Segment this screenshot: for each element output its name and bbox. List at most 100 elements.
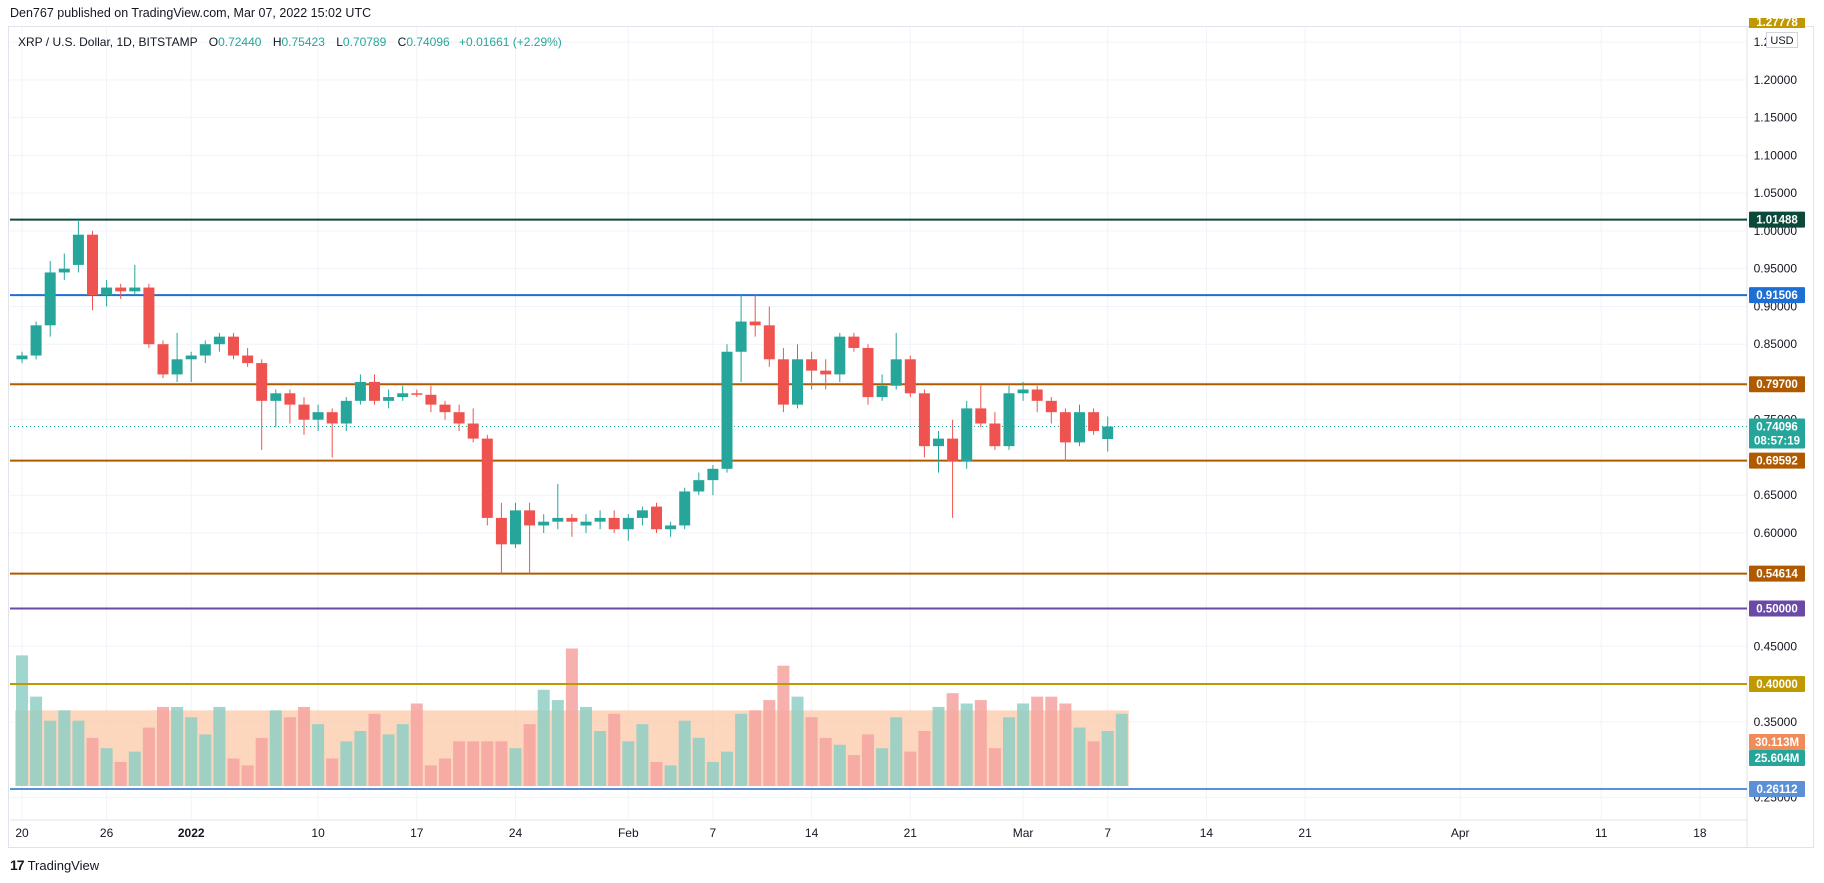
volume-bar[interactable] — [312, 724, 325, 786]
volume-bar[interactable] — [58, 710, 71, 786]
volume-bar[interactable] — [368, 713, 381, 786]
candle-body[interactable] — [947, 438, 959, 462]
volume-bar[interactable] — [1003, 717, 1015, 786]
candle-body[interactable] — [749, 321, 761, 326]
volume-bar[interactable] — [664, 765, 677, 786]
candle-body[interactable] — [975, 408, 987, 424]
volume-bar[interactable] — [580, 706, 592, 786]
candle-body[interactable] — [16, 355, 28, 360]
volume-bar[interactable] — [650, 761, 663, 786]
candle-body[interactable] — [213, 336, 225, 345]
candle-body[interactable] — [72, 234, 84, 265]
candle-body[interactable] — [397, 393, 409, 398]
candle-body[interactable] — [707, 468, 719, 481]
volume-bar[interactable] — [269, 710, 282, 786]
volume-bar[interactable] — [1101, 731, 1114, 786]
candle-body[interactable] — [481, 438, 493, 518]
candle-body[interactable] — [679, 491, 691, 526]
volume-bar[interactable] — [678, 720, 691, 786]
volume-bar[interactable] — [410, 703, 423, 787]
volume-bar[interactable] — [227, 758, 240, 787]
candle-body[interactable] — [721, 351, 733, 469]
volume-bar[interactable] — [142, 727, 155, 786]
candle-body[interactable] — [312, 412, 324, 420]
volume-bar[interactable] — [551, 700, 564, 786]
volume-bar[interactable] — [946, 693, 959, 786]
volume-bar[interactable] — [777, 665, 790, 786]
volume-bar[interactable] — [622, 741, 635, 786]
candle-body[interactable] — [636, 510, 648, 518]
candle-body[interactable] — [735, 321, 747, 352]
volume-bar[interactable] — [326, 758, 339, 787]
candle-body[interactable] — [524, 510, 536, 526]
volume-bar[interactable] — [537, 689, 550, 786]
candle-body[interactable] — [101, 287, 113, 296]
volume-bar[interactable] — [396, 724, 409, 786]
volume-bar[interactable] — [100, 748, 113, 786]
candle-body[interactable] — [58, 268, 70, 273]
candle-body[interactable] — [566, 517, 578, 522]
volume-bar[interactable] — [157, 706, 169, 786]
volume-bar[interactable] — [890, 717, 903, 786]
candle-body[interactable] — [848, 336, 860, 348]
candle-body[interactable] — [806, 359, 818, 371]
volume-bar[interactable] — [382, 734, 395, 786]
candle-body[interactable] — [298, 404, 310, 420]
candle-body[interactable] — [495, 517, 507, 545]
volume-bar[interactable] — [453, 741, 466, 786]
volume-bar[interactable] — [862, 734, 874, 786]
candle-body[interactable] — [933, 438, 944, 447]
currency-label[interactable]: USD — [1766, 32, 1798, 48]
candle-body[interactable] — [890, 359, 902, 386]
volume-bar[interactable] — [128, 751, 141, 786]
volume-bar[interactable] — [960, 703, 973, 787]
candle-body[interactable] — [467, 423, 479, 439]
volume-bar[interactable] — [1087, 741, 1100, 786]
volume-bar[interactable] — [283, 717, 296, 786]
volume-bar[interactable] — [988, 748, 1001, 786]
volume-bar[interactable] — [974, 700, 987, 786]
symbol-title[interactable]: XRP / U.S. Dollar, 1D, BITSTAMP — [18, 35, 198, 49]
volume-bar[interactable] — [847, 755, 860, 786]
volume-bar[interactable] — [16, 655, 28, 786]
volume-bar[interactable] — [509, 748, 522, 786]
volume-bar[interactable] — [171, 706, 184, 786]
volume-bar[interactable] — [791, 696, 804, 786]
candle-body[interactable] — [792, 359, 803, 405]
volume-bar[interactable] — [876, 748, 889, 786]
candle-body[interactable] — [693, 480, 705, 492]
volume-bar[interactable] — [608, 713, 621, 786]
volume-bar[interactable] — [565, 648, 578, 787]
volume-bar[interactable] — [735, 713, 748, 786]
candle-body[interactable] — [326, 412, 338, 424]
volume-bar[interactable] — [424, 765, 437, 786]
volume-bar[interactable] — [114, 761, 127, 786]
volume-bar[interactable] — [819, 737, 832, 786]
candle-body[interactable] — [820, 370, 832, 375]
volume-bar[interactable] — [213, 706, 226, 786]
candle-body[interactable] — [1059, 412, 1071, 443]
volume-bar[interactable] — [1031, 696, 1044, 786]
candle-body[interactable] — [622, 517, 634, 530]
volume-bar[interactable] — [721, 751, 733, 786]
volume-bar[interactable] — [706, 761, 719, 786]
volume-bar[interactable] — [30, 696, 43, 786]
candle-body[interactable] — [1017, 389, 1029, 394]
tradingview-footer[interactable]: 17 TradingView — [10, 857, 99, 873]
volume-bar[interactable] — [241, 765, 254, 786]
candle-body[interactable] — [594, 517, 606, 522]
volume-bar[interactable] — [467, 741, 480, 786]
candle-body[interactable] — [552, 517, 564, 522]
volume-bar[interactable] — [185, 717, 198, 786]
candle-body[interactable] — [383, 397, 395, 401]
volume-bar[interactable] — [44, 720, 57, 786]
candle-body[interactable] — [961, 408, 973, 462]
candle-body[interactable] — [1031, 389, 1043, 401]
candle-body[interactable] — [876, 385, 888, 398]
volume-bar[interactable] — [495, 741, 508, 786]
candle-body[interactable] — [354, 381, 366, 401]
volume-bar[interactable] — [749, 710, 762, 786]
volume-bar[interactable] — [904, 751, 917, 786]
volume-bar[interactable] — [72, 720, 85, 786]
